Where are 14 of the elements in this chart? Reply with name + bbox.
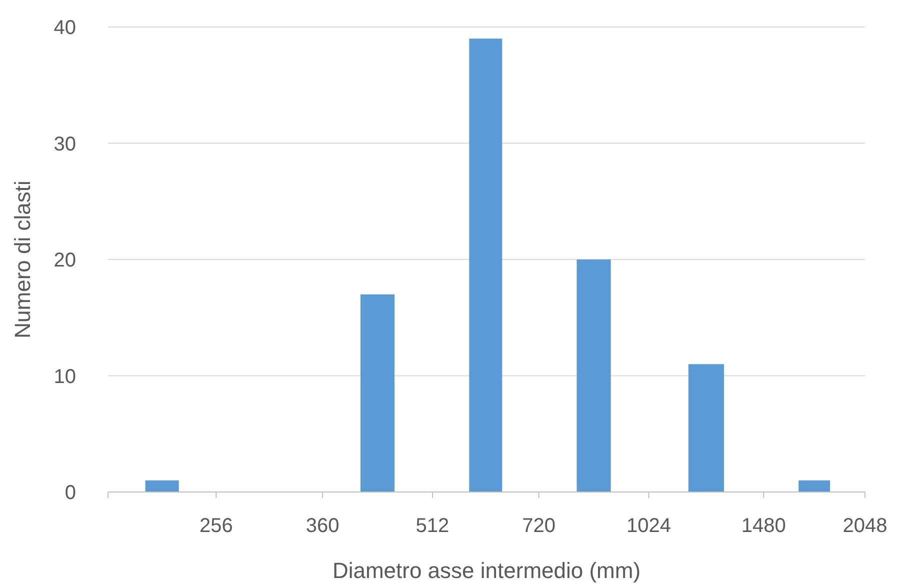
x-tick-label: 512 <box>416 515 450 537</box>
x-tick-label: 256 <box>199 515 233 537</box>
y-tick-label: 30 <box>54 133 76 156</box>
y-tick-label: 0 <box>64 482 76 504</box>
y-tick-label: 20 <box>54 250 76 272</box>
x-tick-label: 1024 <box>626 515 671 537</box>
x-tick-label: 720 <box>522 515 556 537</box>
y-tick-label: 40 <box>54 17 76 39</box>
x-axis-title: Diametro asse intermedio (mm) <box>332 558 641 583</box>
x-tick-label: 360 <box>306 515 340 537</box>
x-tick-label: 1480 <box>741 515 786 537</box>
x-tick-label: 2048 <box>842 515 888 537</box>
y-axis-title: Numero di clasti <box>10 180 35 338</box>
y-tick-label: 10 <box>54 366 76 388</box>
